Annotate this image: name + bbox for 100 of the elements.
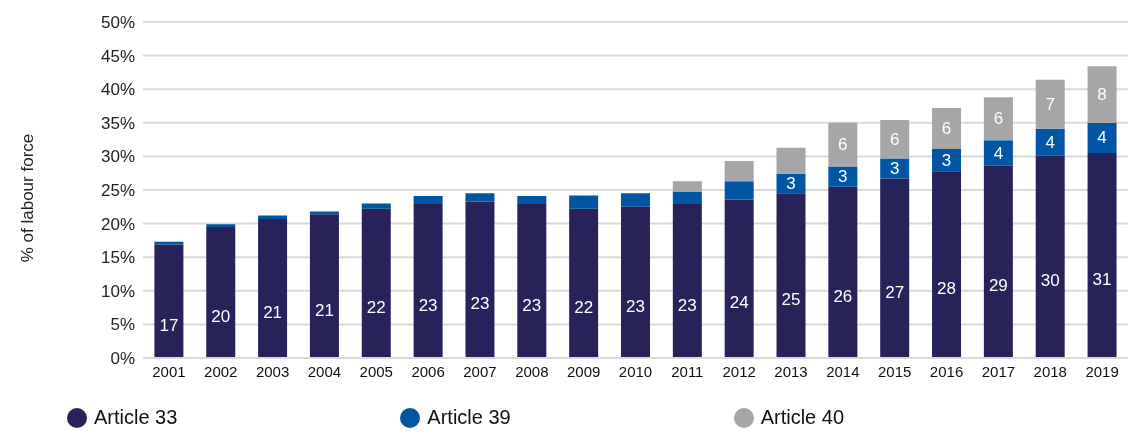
x-tick-label: 2015 [878,362,912,380]
data-label: 6 [838,135,848,155]
bar [517,204,547,358]
data-label: 3 [786,174,796,194]
bar [880,158,910,179]
y-tick-label: 0% [110,349,135,369]
x-tick-label: 2002 [204,362,238,380]
bar [983,165,1013,358]
x-tick-label: 2008 [515,362,549,380]
bar [1035,128,1065,156]
x-tick-label: 2011 [671,362,704,380]
data-label: 3 [941,150,952,170]
bar [828,186,858,358]
data-label: 27 [885,282,905,302]
bar [413,204,443,358]
data-label: 17 [159,315,179,335]
x-tick-label: 2010 [618,362,653,380]
bar [1035,79,1065,129]
bar [361,208,391,358]
x-tick-label: 2013 [774,362,808,380]
x-tick-label: 2007 [463,362,497,380]
data-label: 28 [937,279,956,299]
bar [465,193,495,202]
data-label: 29 [988,276,1008,296]
data-label: 20 [211,306,231,326]
x-tick-label: 2016 [929,362,964,380]
legend-label: Article 39 [427,406,511,429]
data-label: 30 [1040,271,1060,291]
y-tick-label: 5% [110,315,135,335]
bar [206,224,236,227]
bar [932,108,962,150]
x-tick-label: 2017 [981,362,1016,380]
data-label: 6 [941,119,952,139]
data-label: 3 [889,159,900,178]
data-label: 31 [1092,270,1112,290]
bar [828,166,858,187]
x-tick-label: 2009 [566,362,601,380]
bar [672,204,702,358]
bar [620,193,650,207]
bar [724,161,754,182]
data-label: 23 [418,295,438,315]
data-label: 21 [314,300,334,320]
bar [724,199,754,358]
x-tick-label: 2001 [152,362,186,380]
bar [672,181,702,193]
bar [465,201,495,358]
legend-label: Article 33 [94,406,178,429]
bar [620,206,650,358]
bar [569,208,599,358]
y-tick-label: 40% [100,80,135,100]
data-label: 3 [838,167,848,187]
y-tick-label: 25% [100,181,135,201]
data-label: 22 [366,297,386,317]
y-tick-label: 20% [100,214,135,234]
data-label: 26 [833,286,853,306]
x-tick-label: 2012 [722,362,756,380]
bar [983,97,1013,141]
bar [258,215,288,219]
bar [569,195,599,209]
bar [309,214,339,358]
bar [413,196,443,205]
data-label: 25 [781,290,801,310]
y-tick-label: 35% [100,113,135,133]
data-label: 4 [1097,128,1107,148]
data-label: 8 [1097,85,1107,105]
bar [776,147,806,174]
y-tick-label: 30% [100,147,135,167]
data-label: 24 [729,293,749,313]
bar [672,192,702,205]
bar [724,181,754,200]
x-tick-label: 2003 [255,362,290,380]
data-label: 21 [263,302,283,322]
data-label: 23 [470,294,490,314]
x-tick-label: 2014 [826,362,860,380]
bar [206,226,236,358]
data-label: 22 [574,297,594,317]
bar [1087,153,1117,358]
data-label: 7 [1045,94,1055,114]
bar [880,178,910,358]
data-label: 4 [1045,132,1055,152]
y-tick-label: 15% [100,248,135,268]
bar [1087,66,1117,123]
bar [1087,122,1117,154]
bar [1035,155,1065,358]
bar [154,244,184,358]
y-tick-label: 50% [100,13,135,33]
data-label: 23 [677,295,697,315]
bar [983,140,1013,166]
y-tick-label: 45% [100,46,135,66]
bar [258,218,288,358]
x-tick-label: 2018 [1033,362,1067,380]
y-axis-title: % of labour force [18,132,38,265]
bar [361,203,391,209]
y-tick-label: 10% [100,281,135,301]
bar [517,196,547,205]
data-label: 4 [993,143,1004,163]
data-label: 6 [889,129,900,149]
x-tick-label: 2004 [307,362,342,380]
data-label: 23 [626,296,645,316]
data-label: 23 [522,295,542,315]
